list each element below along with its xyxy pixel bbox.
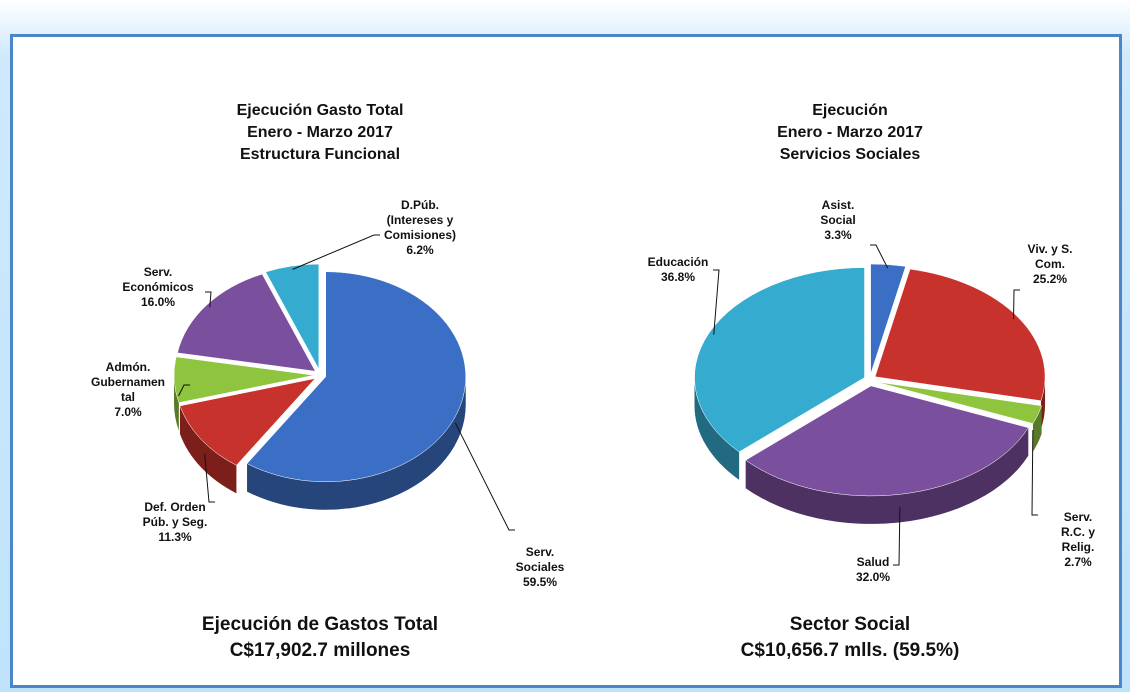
value-label: 32.0% xyxy=(855,570,891,584)
category-label: Serv. Sociales xyxy=(515,545,565,574)
slice-side xyxy=(1032,405,1042,452)
leader-line xyxy=(205,291,212,308)
value-label: 59.5% xyxy=(522,575,558,589)
category-label: Asist. Social xyxy=(820,198,856,227)
slice-label: Serv. Sociales 59.5% xyxy=(516,545,565,590)
leader-line xyxy=(292,234,380,270)
category-label: D.Púb. (Intereses y Comisiones) xyxy=(383,198,457,242)
slice xyxy=(177,273,316,372)
slice xyxy=(265,263,320,370)
value-label: 36.8% xyxy=(660,270,696,284)
slice-label: Admón. Gubernamen tal 7.0% xyxy=(91,360,165,420)
caption: Ejecución de Gastos Total C$17,902.7 mill… xyxy=(110,612,530,664)
caption-line: Ejecución de Gastos Total xyxy=(201,614,439,635)
leader-line xyxy=(1013,289,1020,320)
chart-title: Ejecución Enero - Marzo 2017 Servicios S… xyxy=(777,102,923,163)
caption: Sector Social C$10,656.7 mlls. (59.5%) xyxy=(640,612,1060,664)
value-label: 3.3% xyxy=(824,228,852,242)
value-label: 16.0% xyxy=(140,295,176,309)
category-label: Admón. Gubernamen tal xyxy=(90,360,166,404)
leader-line xyxy=(870,244,889,269)
chart-title: Ejecución Gasto Total Enero - Marzo 2017… xyxy=(236,102,404,163)
value-label: 2.7% xyxy=(1064,555,1092,569)
slice-label: Viv. y S. Com. 25.2% xyxy=(1028,242,1073,287)
slice-label: Salud 32.0% xyxy=(856,555,890,585)
slice-label: Def. Orden Púb. y Seg. 11.3% xyxy=(143,500,208,545)
slice xyxy=(874,268,1046,402)
value-label: 11.3% xyxy=(158,530,192,544)
slice-label: Asist. Social 3.3% xyxy=(820,198,855,243)
leader-line xyxy=(713,269,720,335)
category-label: Def. Orden Púb. y Seg. xyxy=(142,500,208,529)
leader-line xyxy=(454,422,515,531)
slice xyxy=(870,263,906,375)
caption-line: Sector Social xyxy=(789,614,911,635)
slice-label: Educación 36.8% xyxy=(648,255,709,285)
caption-line: C$10,656.7 mlls. (59.5%) xyxy=(740,640,960,661)
value-label: 25.2% xyxy=(1032,272,1068,286)
leader-line xyxy=(1031,430,1038,516)
slice-side xyxy=(694,377,740,480)
caption-line: C$17,902.7 millones xyxy=(229,640,411,661)
slice xyxy=(875,381,1042,424)
slice xyxy=(694,267,865,453)
slice-label: Serv. R.C. y Relig. 2.7% xyxy=(1052,510,1104,570)
leader-line xyxy=(204,453,215,503)
slice-side xyxy=(745,427,1029,524)
slice-side xyxy=(247,376,466,510)
category-label: Viv. y S. Com. xyxy=(1027,242,1073,271)
category-label: Serv. Económicos xyxy=(122,265,194,294)
value-label: 6.2% xyxy=(406,243,434,257)
slice-label: Serv. Económicos 16.0% xyxy=(122,265,193,310)
slice-label: D.Púb. (Intereses y Comisiones) 6.2% xyxy=(384,198,456,258)
value-label: 7.0% xyxy=(114,405,142,419)
slice xyxy=(173,356,315,403)
category-label: Salud xyxy=(856,555,890,569)
slice xyxy=(179,378,316,466)
slice xyxy=(246,271,466,482)
category-label: Serv. R.C. y Relig. xyxy=(1060,510,1095,554)
slice-side xyxy=(179,405,237,494)
slice xyxy=(745,385,1029,497)
leader-line xyxy=(178,384,190,397)
leader-line xyxy=(893,507,901,566)
category-label: Educación xyxy=(647,255,709,269)
